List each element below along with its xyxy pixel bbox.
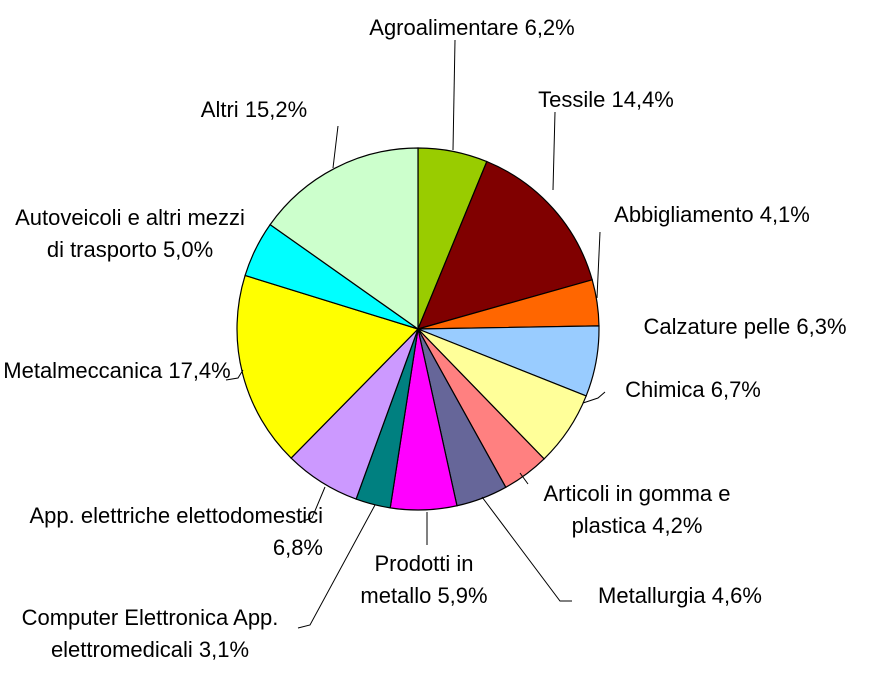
slice-label: Tessile 14,4% bbox=[506, 84, 706, 116]
slice-label: Agroalimentare 6,2% bbox=[322, 12, 622, 44]
leader-line bbox=[552, 111, 556, 191]
leader-line bbox=[582, 391, 606, 404]
category-label: Abbigliamento bbox=[614, 202, 754, 227]
value-label: 4,6% bbox=[711, 583, 762, 608]
leader-line bbox=[519, 472, 529, 485]
slice-label: Chimica 6,7% bbox=[593, 374, 793, 406]
category-label: Prodotti in metallo bbox=[360, 551, 474, 608]
category-label: Metalmeccanica bbox=[3, 358, 163, 383]
pie-slice bbox=[269, 147, 419, 331]
leader-line bbox=[299, 486, 326, 523]
value-label: 5,9% bbox=[437, 583, 488, 608]
slice-label: Autoveicoli e altri mezzi di trasporto 5… bbox=[10, 202, 250, 266]
value-label: 5,0% bbox=[163, 237, 214, 262]
category-label: Chimica bbox=[625, 377, 705, 402]
leader-line bbox=[297, 504, 376, 629]
leader-line bbox=[452, 39, 456, 151]
slice-label: Metalmeccanica 17,4% bbox=[0, 355, 237, 387]
slice-label: App. elettriche elettodomestici 6,8% bbox=[3, 500, 324, 564]
value-label: 6,8% bbox=[272, 535, 323, 560]
value-label: 4,2% bbox=[652, 513, 703, 538]
leader-line bbox=[596, 231, 601, 299]
leader-line bbox=[225, 369, 244, 381]
leader-line bbox=[332, 125, 339, 169]
pie-slice bbox=[236, 274, 420, 459]
value-label: 4,1% bbox=[759, 202, 810, 227]
slice-label: Calzature pelle 6,3% bbox=[605, 311, 884, 343]
category-label: Autoveicoli e altri mezzi di trasporto bbox=[15, 205, 245, 262]
slice-label: Articoli in gomma e plastica 4,2% bbox=[522, 478, 752, 542]
value-label: 15,2% bbox=[244, 97, 308, 122]
value-label: 3,1% bbox=[198, 637, 250, 662]
pie-slice bbox=[416, 160, 593, 330]
slice-label: Metallurgia 4,6% bbox=[560, 580, 800, 612]
category-label: Calzature pelle bbox=[643, 314, 791, 339]
category-label: Articoli in gomma e plastica bbox=[543, 481, 731, 538]
slice-label: Prodotti in metallo 5,9% bbox=[344, 548, 504, 612]
value-label: 6,3% bbox=[796, 314, 847, 339]
leader-line bbox=[481, 496, 572, 602]
category-label: Metallurgia bbox=[598, 583, 706, 608]
value-label: 14,4% bbox=[611, 87, 674, 112]
category-label: Altri bbox=[200, 97, 239, 122]
category-label: Tessile bbox=[538, 87, 606, 112]
slice-label: Abbigliamento 4,1% bbox=[582, 199, 842, 231]
value-label: 17,4% bbox=[168, 358, 231, 383]
category-label: Agroalimentare bbox=[369, 15, 519, 40]
category-label: App. elettriche elettodomestici bbox=[29, 503, 324, 528]
slice-label: Altri 15,2% bbox=[154, 94, 354, 126]
value-label: 6,2% bbox=[524, 15, 575, 40]
value-label: 6,7% bbox=[710, 377, 761, 402]
category-label: Computer Elettronica App. elettromedical… bbox=[21, 605, 279, 662]
slice-label: Computer Elettronica App. elettromedical… bbox=[5, 602, 295, 666]
